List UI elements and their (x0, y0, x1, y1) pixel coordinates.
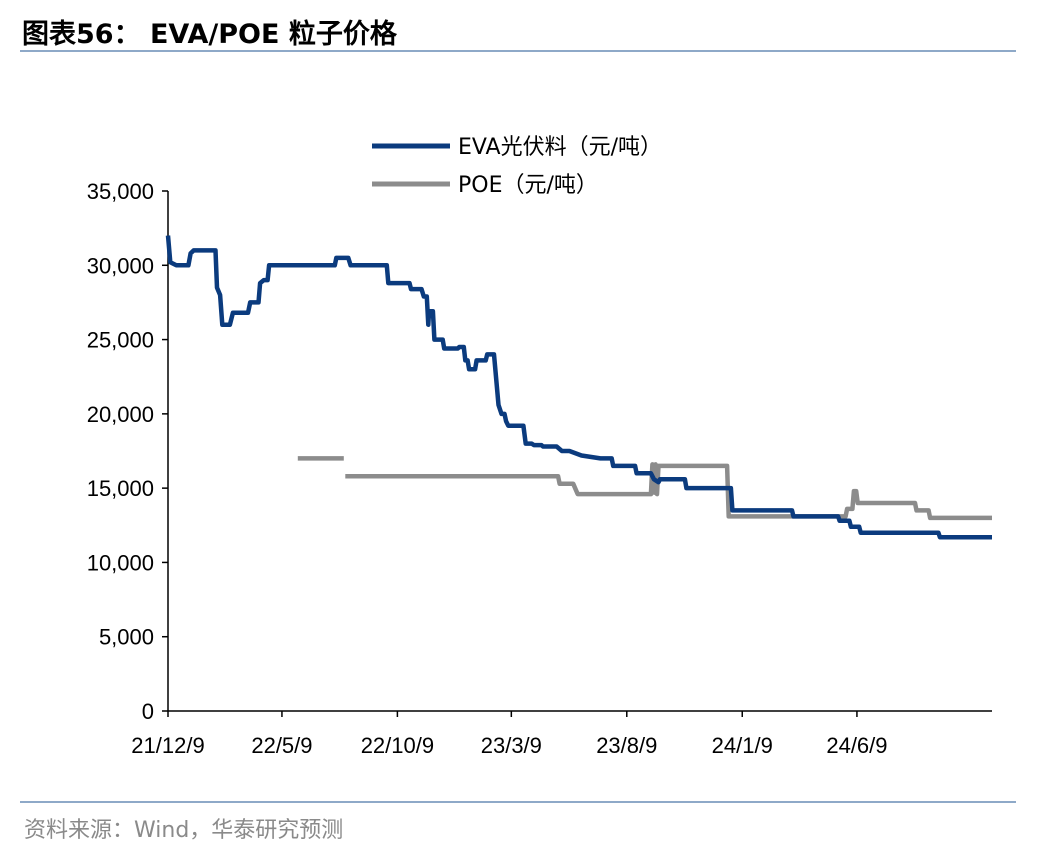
y-tick-label: 25,000 (87, 328, 154, 353)
series-line-eva (165, 235, 992, 540)
y-tick-label: 30,000 (87, 253, 154, 278)
chart-title: 图表56： EVA/POE 粒子价格 (22, 19, 397, 50)
bottom-divider (20, 801, 1016, 803)
x-tick-label: 24/1/9 (712, 733, 773, 758)
y-tick-label: 20,000 (87, 402, 154, 427)
series-layer (165, 235, 992, 540)
y-tick-label: 10,000 (87, 550, 154, 575)
x-tick-label: 24/6/9 (826, 733, 887, 758)
legend-label-eva: EVA光伏料（元/吨） (458, 135, 662, 160)
x-tick-label: 21/12/9 (131, 733, 204, 758)
y-tick-label: 15,000 (87, 476, 154, 501)
x-tick-label: 23/3/9 (481, 733, 542, 758)
top-divider (20, 50, 1016, 52)
x-tick-label: 22/5/9 (251, 733, 312, 758)
y-tick-label: 5,000 (99, 625, 154, 650)
series-line-poe (345, 462, 992, 521)
axes: 0 5,000 10,000 15,000 20,000 25,000 30,000 35,0… (87, 179, 992, 758)
source-note: 资料来源：Wind，华泰研究预测 (24, 818, 344, 843)
x-tick-label: 22/10/9 (361, 733, 434, 758)
y-tick-label: 0 (142, 699, 154, 724)
y-tick-label: 35,000 (87, 179, 154, 204)
legend: EVA光伏料（元/吨） POE（元/吨） (372, 135, 662, 198)
x-tick-label: 23/8/9 (596, 733, 657, 758)
legend-label-poe: POE（元/吨） (458, 173, 598, 198)
